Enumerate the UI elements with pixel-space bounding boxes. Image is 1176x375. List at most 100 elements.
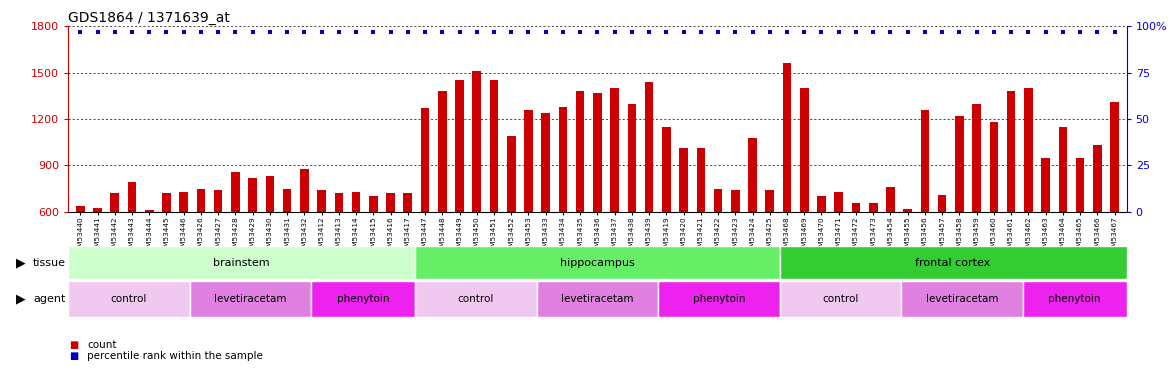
Point — [467, 29, 486, 35]
Bar — [386, 194, 395, 212]
Point — [278, 29, 296, 35]
Point — [243, 29, 262, 35]
Text: ▶: ▶ — [16, 256, 26, 269]
Bar — [955, 116, 963, 212]
Bar — [903, 209, 913, 212]
Point — [399, 29, 417, 35]
Point — [536, 29, 555, 35]
Text: frontal cortex: frontal cortex — [915, 258, 990, 267]
Point — [881, 29, 900, 35]
Bar — [415, 246, 780, 279]
Point — [88, 29, 107, 35]
Text: percentile rank within the sample: percentile rank within the sample — [87, 351, 263, 361]
Bar — [937, 195, 947, 212]
Point — [1036, 29, 1055, 35]
Point — [813, 29, 831, 35]
Point — [691, 29, 710, 35]
Bar — [68, 281, 189, 317]
Bar — [559, 106, 567, 212]
Bar — [921, 110, 929, 212]
Bar — [415, 281, 536, 317]
Point — [174, 29, 193, 35]
Text: ■: ■ — [69, 351, 79, 361]
Bar — [835, 192, 843, 212]
Point — [415, 29, 434, 35]
Bar — [473, 71, 481, 212]
Point — [622, 29, 641, 35]
Bar — [766, 190, 774, 212]
Text: ■: ■ — [69, 340, 79, 350]
Bar — [300, 169, 308, 212]
Bar — [437, 91, 447, 212]
Bar — [282, 189, 292, 212]
Text: phenytoin: phenytoin — [693, 294, 746, 304]
Point — [726, 29, 744, 35]
Point — [847, 29, 866, 35]
Bar — [369, 196, 377, 212]
Text: GDS1864 / 1371639_at: GDS1864 / 1371639_at — [68, 11, 230, 25]
Point — [1088, 29, 1107, 35]
Point — [1105, 29, 1124, 35]
Bar — [403, 194, 412, 212]
Bar — [68, 246, 415, 279]
Bar — [93, 208, 102, 212]
Point — [260, 29, 279, 35]
Point — [1054, 29, 1073, 35]
Point — [864, 29, 883, 35]
Bar — [800, 88, 809, 212]
Text: phenytoin: phenytoin — [336, 294, 389, 304]
Bar — [901, 281, 1022, 317]
Bar — [162, 194, 171, 212]
Point — [381, 29, 400, 35]
Point — [158, 29, 176, 35]
Point — [347, 29, 366, 35]
Bar — [145, 210, 154, 212]
Bar — [662, 127, 670, 212]
Bar — [507, 136, 515, 212]
Point — [984, 29, 1003, 35]
Bar — [334, 194, 343, 212]
Text: hippocampus: hippocampus — [560, 258, 635, 267]
Text: ▶: ▶ — [16, 292, 26, 306]
Point — [485, 29, 503, 35]
Point — [1002, 29, 1021, 35]
Text: levetiracetam: levetiracetam — [561, 294, 634, 304]
Bar — [644, 82, 654, 212]
Bar — [536, 281, 659, 317]
Bar — [887, 187, 895, 212]
Bar — [1076, 158, 1084, 212]
Text: control: control — [822, 294, 858, 304]
Point — [640, 29, 659, 35]
Bar — [680, 148, 688, 212]
Point — [502, 29, 521, 35]
Bar — [352, 192, 360, 212]
Point — [433, 29, 452, 35]
Bar — [851, 202, 861, 212]
Bar — [783, 63, 791, 212]
Bar — [421, 108, 429, 212]
Point — [1018, 29, 1037, 35]
Bar — [128, 183, 136, 212]
Point — [709, 29, 728, 35]
Point — [71, 29, 89, 35]
Text: levetiracetam: levetiracetam — [926, 294, 998, 304]
Bar — [111, 194, 119, 212]
Bar — [232, 172, 240, 212]
Bar — [1110, 102, 1118, 212]
Text: control: control — [457, 294, 494, 304]
Text: count: count — [87, 340, 116, 350]
Bar — [780, 281, 901, 317]
Bar — [189, 281, 312, 317]
Point — [554, 29, 573, 35]
Bar — [318, 190, 326, 212]
Point — [674, 29, 693, 35]
Bar — [455, 80, 463, 212]
Bar — [524, 110, 533, 212]
Bar — [659, 281, 780, 317]
Point — [450, 29, 469, 35]
Bar — [696, 148, 706, 212]
Bar — [1041, 158, 1050, 212]
Point — [588, 29, 607, 35]
Text: phenytoin: phenytoin — [1048, 294, 1101, 304]
Point — [743, 29, 762, 35]
